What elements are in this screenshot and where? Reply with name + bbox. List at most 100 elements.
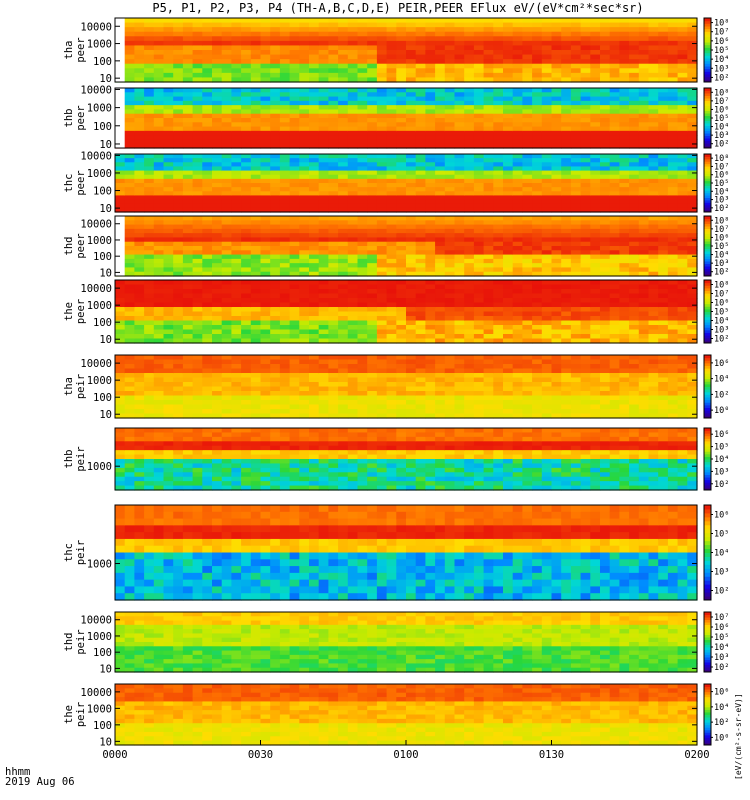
spectrogram-cell bbox=[163, 59, 174, 65]
spectrogram-cell bbox=[357, 68, 368, 74]
spectrogram-cell bbox=[464, 166, 475, 172]
spectrogram-cell bbox=[619, 154, 630, 159]
spectrogram-cell bbox=[347, 162, 359, 168]
spectrogram-cell bbox=[415, 382, 426, 388]
spectrogram-cell bbox=[667, 284, 679, 290]
spectrogram-cell bbox=[328, 96, 339, 102]
spectrogram-cell bbox=[483, 143, 494, 149]
spectrogram-cell bbox=[396, 258, 407, 264]
spectrogram-cell bbox=[241, 334, 252, 340]
spectrogram-cell bbox=[144, 280, 155, 286]
spectrogram-cell bbox=[357, 404, 368, 410]
spectrogram-cell bbox=[299, 320, 310, 326]
spectrogram-cell bbox=[212, 40, 223, 47]
spectrogram-cell bbox=[687, 203, 698, 209]
spectrogram-cell bbox=[638, 298, 650, 304]
spectrogram-cell bbox=[144, 191, 155, 197]
spectrogram-cell bbox=[309, 199, 320, 205]
spectrogram-cell bbox=[512, 187, 523, 192]
spectrogram-cell bbox=[212, 241, 223, 247]
spectrogram-cell bbox=[667, 105, 679, 111]
spectrogram-cell bbox=[182, 45, 194, 51]
spectrogram-cell bbox=[134, 368, 145, 374]
spectrogram-cell bbox=[202, 413, 213, 419]
spectrogram-cell bbox=[503, 96, 514, 102]
spectrogram-cell bbox=[376, 267, 388, 273]
spectrogram-cell bbox=[250, 280, 262, 286]
spectrogram-cell bbox=[270, 307, 281, 313]
spectrogram-cell bbox=[454, 191, 465, 197]
spectrogram-cell bbox=[444, 126, 456, 132]
colorbar-segment bbox=[704, 175, 711, 179]
spectrogram-cell bbox=[444, 88, 456, 93]
spectrogram-cell bbox=[435, 311, 446, 317]
spectrogram-cell bbox=[658, 158, 669, 163]
spectrogram-cell bbox=[570, 338, 582, 344]
spectrogram-cell bbox=[279, 359, 291, 365]
spectrogram-cell bbox=[561, 63, 572, 69]
spectrogram-cell bbox=[493, 224, 504, 230]
spectrogram-cell bbox=[522, 237, 533, 243]
spectrogram-cell bbox=[270, 216, 281, 221]
spectrogram-cell bbox=[619, 311, 630, 317]
spectrogram-cell bbox=[221, 40, 232, 47]
spectrogram-cell bbox=[318, 237, 329, 243]
spectrogram-cell bbox=[202, 158, 213, 163]
spectrogram-cell bbox=[629, 233, 640, 239]
spectrogram-cell bbox=[279, 364, 291, 370]
spectrogram-cell bbox=[134, 338, 145, 344]
spectrogram-cell bbox=[241, 325, 252, 331]
spectrogram-cell bbox=[134, 72, 145, 79]
colorbar-segment bbox=[704, 223, 711, 227]
spectrogram-cell bbox=[648, 54, 659, 60]
spectrogram-cell bbox=[134, 311, 145, 317]
spectrogram-cell bbox=[406, 113, 417, 119]
spectrogram-cell bbox=[454, 382, 465, 388]
spectrogram-cell bbox=[153, 109, 165, 115]
spectrogram-cell bbox=[512, 122, 523, 128]
spectrogram-cell bbox=[551, 100, 562, 106]
spectrogram-cell bbox=[609, 178, 620, 184]
spectrogram-cell bbox=[289, 113, 300, 119]
spectrogram-cell bbox=[386, 109, 397, 115]
spectrogram-cell bbox=[153, 88, 165, 93]
spectrogram-cell bbox=[464, 355, 475, 361]
spectrogram-cell bbox=[347, 122, 359, 128]
spectrogram-cell bbox=[435, 207, 446, 213]
spectrogram-cell bbox=[202, 18, 213, 24]
spectrogram-cell bbox=[638, 191, 650, 197]
y-tick-label: 1000 bbox=[87, 168, 112, 180]
spectrogram-cell bbox=[435, 122, 446, 128]
spectrogram-cell bbox=[270, 289, 281, 295]
spectrogram-cell bbox=[163, 267, 174, 273]
spectrogram-cell bbox=[600, 224, 611, 230]
spectrogram-cell bbox=[357, 183, 368, 188]
spectrogram-cell bbox=[425, 241, 436, 247]
spectrogram-cell bbox=[318, 195, 329, 201]
spectrogram-cell bbox=[580, 241, 591, 247]
spectrogram-cell bbox=[609, 293, 620, 299]
spectrogram-cell bbox=[609, 228, 620, 234]
spectrogram-cell bbox=[202, 40, 213, 47]
spectrogram-cell bbox=[687, 154, 698, 159]
spectrogram-cell bbox=[464, 233, 475, 239]
spectrogram-cell bbox=[221, 329, 232, 335]
spectrogram-cell bbox=[192, 178, 203, 184]
spectrogram-cell bbox=[551, 233, 562, 239]
spectrogram-cell bbox=[609, 271, 620, 277]
spectrogram-cell bbox=[221, 241, 232, 247]
spectrogram-cell bbox=[182, 216, 194, 221]
spectrogram-cell bbox=[561, 334, 572, 340]
spectrogram-cell bbox=[483, 207, 494, 213]
spectrogram-cell bbox=[570, 40, 582, 47]
spectrogram-cell bbox=[638, 135, 650, 141]
spectrogram-cell bbox=[124, 404, 135, 410]
spectrogram-cell bbox=[619, 178, 630, 184]
spectrogram-cell bbox=[367, 109, 378, 115]
spectrogram-cell bbox=[376, 391, 388, 397]
spectrogram-cell bbox=[677, 334, 688, 340]
spectrogram-cell bbox=[473, 302, 485, 308]
spectrogram-cell bbox=[629, 228, 640, 234]
spectrogram-cell bbox=[619, 118, 630, 123]
spectrogram-cell bbox=[134, 166, 145, 172]
